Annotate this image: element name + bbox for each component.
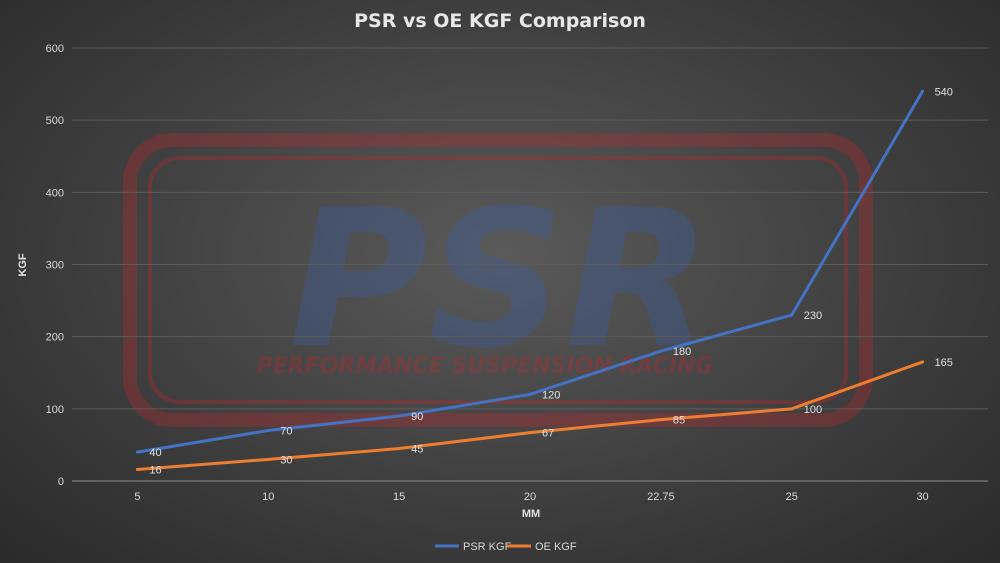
y-axis-label: KGF xyxy=(17,253,29,277)
data-point xyxy=(135,467,139,471)
series-layer: 40 70 90 120 180 230 540 16 30 45 67 85 100 165 xyxy=(135,86,953,476)
x-tick-label: 10 xyxy=(262,491,274,503)
y-tick-label: 600 xyxy=(46,43,64,55)
data-point xyxy=(528,431,532,435)
chart-title: PSR vs OE KGF Comparison xyxy=(354,10,646,32)
y-tick-label: 400 xyxy=(46,187,64,199)
data-label: 165 xyxy=(935,357,953,369)
gridlines xyxy=(72,47,988,482)
watermark-logo-text: PSR xyxy=(289,169,711,390)
x-axis-ticks: 5 10 15 20 22.75 25 30 xyxy=(134,491,928,503)
data-label: 70 xyxy=(280,425,292,437)
y-tick-label: 500 xyxy=(46,115,64,127)
data-point xyxy=(790,313,794,317)
y-tick-label: 200 xyxy=(46,332,64,344)
data-label: 85 xyxy=(673,415,685,427)
data-label: 540 xyxy=(935,86,953,98)
data-label: 30 xyxy=(280,454,292,466)
data-point xyxy=(659,349,663,353)
data-label: 90 xyxy=(411,411,423,423)
data-point xyxy=(528,392,532,396)
data-label: 40 xyxy=(149,447,161,459)
x-tick-label: 22.75 xyxy=(647,491,675,503)
x-tick-label: 25 xyxy=(786,491,798,503)
data-point xyxy=(397,447,401,451)
x-tick-label: 15 xyxy=(393,491,405,503)
data-point xyxy=(921,360,925,364)
x-tick-label: 20 xyxy=(524,491,536,503)
data-label: 100 xyxy=(804,404,822,416)
y-tick-label: 100 xyxy=(46,404,64,416)
y-axis-ticks: 0 100 200 300 400 500 600 xyxy=(46,43,64,488)
data-point xyxy=(921,89,925,93)
legend-entry-label: OE KGF xyxy=(535,541,577,553)
data-point xyxy=(135,450,139,454)
y-tick-label: 0 xyxy=(58,476,64,488)
watermark-inner-border xyxy=(148,156,848,404)
watermark-outer-border xyxy=(123,133,873,427)
data-label: 45 xyxy=(411,444,423,456)
data-point xyxy=(790,407,794,411)
psr-watermark-logo: PSR PERFORMANCE SUSPENSION RACING xyxy=(123,133,873,427)
data-label: 67 xyxy=(542,428,554,440)
data-label: 16 xyxy=(149,464,161,476)
x-axis-label: MM xyxy=(522,508,540,520)
x-tick-label: 5 xyxy=(134,491,140,503)
data-label: 230 xyxy=(804,310,822,322)
legend-entry-label: PSR KGF xyxy=(463,541,512,553)
data-point xyxy=(397,414,401,418)
legend: PSR KGF OE KGF xyxy=(435,541,577,553)
y-tick-label: 300 xyxy=(46,260,64,272)
data-label: 120 xyxy=(542,389,560,401)
x-tick-label: 30 xyxy=(916,491,928,503)
data-point xyxy=(266,457,270,461)
data-point xyxy=(659,418,663,422)
data-point xyxy=(266,428,270,432)
data-label: 180 xyxy=(673,346,691,358)
